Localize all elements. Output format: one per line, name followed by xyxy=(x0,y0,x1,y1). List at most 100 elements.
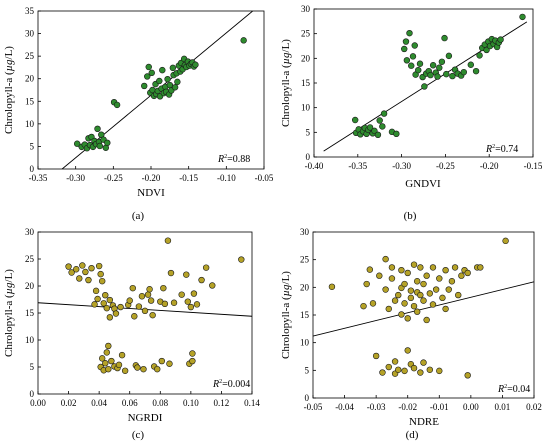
data-point-d xyxy=(448,278,456,285)
data-point-c xyxy=(102,291,109,299)
x-tick-label-b: -0.25 xyxy=(436,161,455,171)
data-point-a xyxy=(156,77,163,85)
data-point-d xyxy=(436,275,443,282)
data-point-d xyxy=(407,287,415,294)
data-point-d xyxy=(442,305,449,313)
data-point-c xyxy=(146,286,153,293)
y-axis-label-d: Chrolopyll-a (µg/L) xyxy=(280,271,292,359)
data-point-d xyxy=(410,364,418,372)
data-point-b xyxy=(402,38,410,45)
y-tick-label-b: 0 xyxy=(306,152,311,162)
data-point-b xyxy=(441,34,448,42)
x-tick-label-c: 0.00 xyxy=(30,398,46,408)
data-point-b xyxy=(519,13,526,21)
data-point-a xyxy=(96,142,103,150)
data-point-c xyxy=(178,291,185,298)
y-tick-label-b: 30 xyxy=(301,4,311,14)
data-point-c xyxy=(82,268,89,276)
y-tick-label-a: 20 xyxy=(25,74,35,84)
plot-area-d xyxy=(312,231,535,399)
data-point-d xyxy=(404,269,411,277)
data-point-d xyxy=(442,266,449,274)
data-point-b xyxy=(460,68,467,76)
data-point-c xyxy=(126,297,133,304)
data-point-d xyxy=(404,347,411,354)
data-point-c xyxy=(79,262,86,269)
data-point-d xyxy=(401,367,408,375)
panel-label-d: (d) xyxy=(406,429,419,441)
data-point-c xyxy=(112,310,120,317)
data-point-a xyxy=(171,84,179,91)
x-axis-label-b: GNDVI xyxy=(405,178,441,190)
y-tick-label-a: 30 xyxy=(25,29,35,39)
data-point-a xyxy=(164,75,171,83)
data-point-a xyxy=(141,82,148,90)
data-point-b xyxy=(429,62,437,69)
data-point-d xyxy=(376,272,383,279)
panel-c: 0.00 0.02 0.04 0.06 0.08 0.10 0.12 0.14 0 5 10 15 20… xyxy=(3,227,260,441)
x-axis-label-c: NGRDI xyxy=(128,412,163,424)
data-point-d xyxy=(429,264,437,271)
y-tick-label-c: 25 xyxy=(25,254,35,264)
data-point-c xyxy=(193,301,201,308)
data-point-c xyxy=(105,365,112,373)
panel-label-a: (a) xyxy=(132,210,145,222)
data-point-b xyxy=(401,45,408,53)
data-point-c xyxy=(117,303,124,311)
panel-label-c: (c) xyxy=(132,429,145,441)
x-tick-label-c: 0.08 xyxy=(152,398,168,408)
data-point-b xyxy=(497,36,504,43)
data-point-c xyxy=(158,357,166,365)
x-tick-label-d: -0.03 xyxy=(367,402,386,412)
x-tick-label-a: -0.20 xyxy=(142,173,161,183)
data-point-d xyxy=(398,311,405,318)
y-tick-label-d: 25 xyxy=(300,255,310,265)
data-point-c xyxy=(103,304,110,312)
data-point-b xyxy=(409,53,417,60)
data-point-d xyxy=(328,283,336,290)
data-point-c xyxy=(161,300,169,308)
data-point-a xyxy=(144,73,151,80)
y-tick-label-d: 20 xyxy=(300,282,310,292)
data-point-a xyxy=(94,125,101,133)
data-point-c xyxy=(131,313,138,320)
data-point-d xyxy=(385,305,392,313)
data-point-d xyxy=(423,316,430,324)
data-point-c xyxy=(68,269,75,276)
data-point-c xyxy=(183,271,190,278)
data-point-d xyxy=(439,294,446,302)
data-point-c xyxy=(100,300,107,307)
y-tick-label-a: 5 xyxy=(30,141,35,151)
data-point-d xyxy=(417,264,424,271)
data-point-a xyxy=(192,61,199,68)
x-tick-label-a: -0.25 xyxy=(104,173,123,183)
data-point-c xyxy=(190,290,198,297)
y-axis-label-c: Chrolopyll-a (µg/L) xyxy=(3,269,15,357)
data-point-d xyxy=(369,300,377,307)
data-point-c xyxy=(94,295,101,303)
data-point-d xyxy=(426,290,434,297)
data-point-b xyxy=(434,73,441,80)
data-point-c xyxy=(129,284,136,292)
x-tick-label-b: -0.40 xyxy=(305,161,324,171)
y-tick-label-c: 5 xyxy=(30,362,35,372)
x-tick-label-b: -0.30 xyxy=(392,161,411,171)
data-point-d xyxy=(455,291,462,299)
x-tick-label-a: -0.15 xyxy=(179,173,198,183)
data-point-c xyxy=(170,299,178,306)
data-point-b xyxy=(371,127,378,135)
data-point-d xyxy=(401,280,408,288)
data-point-b xyxy=(467,61,475,68)
data-point-b xyxy=(374,131,382,139)
data-point-c xyxy=(144,291,152,298)
data-point-c xyxy=(97,270,104,278)
y-tick-label-a: 15 xyxy=(25,96,35,106)
data-point-c xyxy=(154,365,161,373)
data-point-a xyxy=(166,81,174,89)
y-tick-label-a: 0 xyxy=(30,164,35,174)
panel-label-b: (b) xyxy=(404,210,417,222)
regression-line-d xyxy=(313,281,534,337)
data-point-a xyxy=(159,66,166,74)
data-point-b xyxy=(436,64,443,71)
